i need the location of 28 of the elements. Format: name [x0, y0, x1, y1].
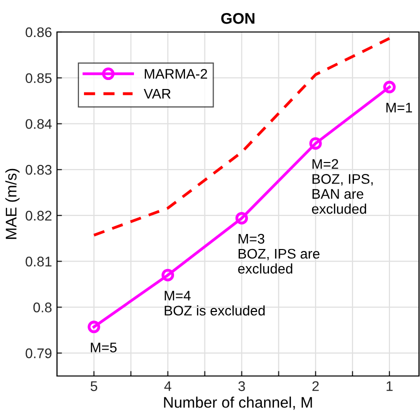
chart-title: GON: [221, 13, 254, 24]
y-tick-label: 0.82: [26, 210, 52, 221]
annotation: M=5: [90, 342, 117, 352]
point: [235, 212, 248, 224]
annotation: M=2 BOZ, IPS, BAN are excluded: [312, 159, 373, 214]
y-tick-label: 0.85: [26, 73, 52, 84]
annotation: M=3 BOZ, IPS are excluded: [238, 234, 320, 274]
point: [383, 80, 396, 94]
x-tick-label: 4: [164, 381, 172, 391]
y-tick-label: 0.84: [26, 119, 52, 129]
x-tick-label: 2: [312, 381, 319, 391]
point: [309, 137, 322, 150]
x-axis-title: Number of channel, M: [164, 396, 312, 410]
annotation: M=1: [386, 102, 412, 112]
annotation: M=4 BOZ is excluded: [164, 290, 265, 316]
y-tick-label: 0.8: [33, 302, 52, 312]
x-tick-label: 5: [90, 381, 98, 392]
y-tick-label: 0.81: [26, 256, 52, 267]
y-tick-label: 0.79: [26, 348, 52, 358]
x-tick-label: 3: [238, 381, 245, 392]
x-tick-label: 1: [386, 381, 393, 391]
y-tick-label: 0.83: [26, 164, 52, 175]
y-tick-label: 0.86: [26, 27, 52, 38]
point: [88, 320, 100, 334]
point: [162, 268, 174, 282]
legend-label: VAR: [144, 88, 171, 99]
legend-label: MARMA-2: [144, 68, 208, 79]
y-axis-title: MAE (m/s): [5, 168, 20, 239]
